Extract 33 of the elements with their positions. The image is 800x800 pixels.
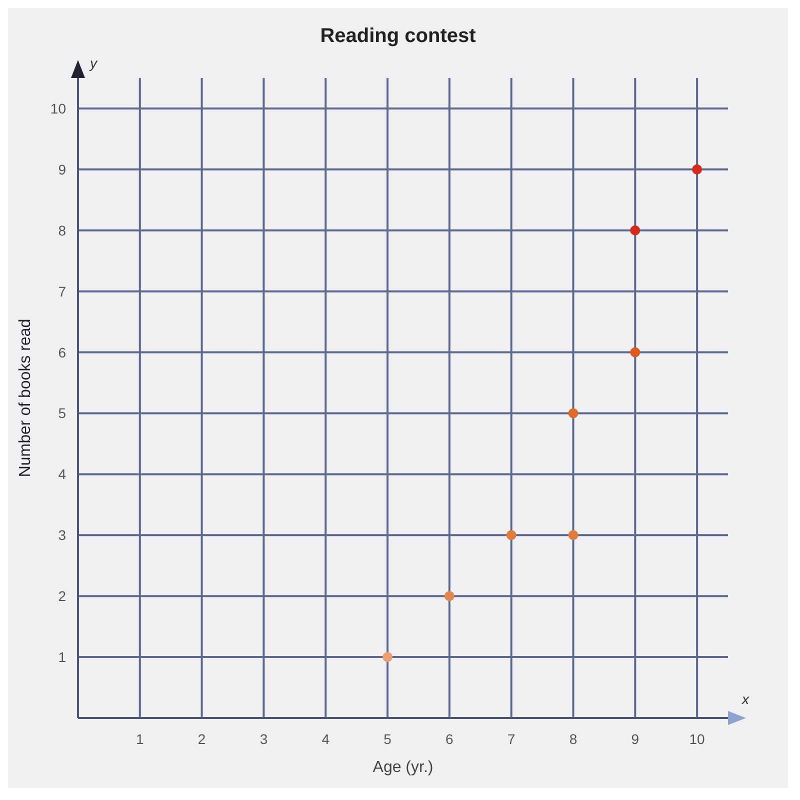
- x-tick-label: 4: [322, 731, 330, 747]
- chart-title: Reading contest: [320, 25, 476, 47]
- text: x: [741, 691, 750, 707]
- y-tick-label: 10: [50, 100, 66, 116]
- x-tick-label: 8: [569, 731, 578, 747]
- x-axis-title: Age (yr.): [372, 759, 434, 776]
- y-tick-label: 4: [58, 466, 66, 482]
- point: [568, 408, 578, 418]
- x-tick-label: 1: [136, 731, 144, 747]
- point: [630, 347, 640, 358]
- y-tick-label: 9: [58, 161, 66, 178]
- y-tick-label: 7: [58, 283, 66, 300]
- y-tick-label: 6: [58, 344, 66, 360]
- x-tick-label: 2: [198, 731, 206, 747]
- x-tick-label: 5: [384, 731, 392, 747]
- x-tick-label: 7: [507, 731, 516, 747]
- point: [568, 530, 578, 540]
- x-tick-label: 10: [689, 731, 706, 747]
- x-tick-label: 3: [260, 731, 268, 747]
- y-tick-label: 5: [58, 405, 66, 422]
- point: [692, 164, 702, 174]
- y-tick-label: 2: [58, 588, 66, 604]
- text: y: [89, 55, 98, 71]
- y-tick-label: 3: [58, 527, 66, 544]
- x-tick-label: 6: [446, 731, 454, 747]
- y-axis-title: Number of books read: [17, 318, 34, 478]
- y-tick-label: 1: [58, 649, 66, 666]
- point: [506, 530, 516, 540]
- y-tick-label: 8: [58, 222, 66, 238]
- point: [382, 652, 393, 662]
- point: [630, 225, 640, 236]
- point: [444, 591, 454, 602]
- x-tick-label: 9: [631, 731, 640, 747]
